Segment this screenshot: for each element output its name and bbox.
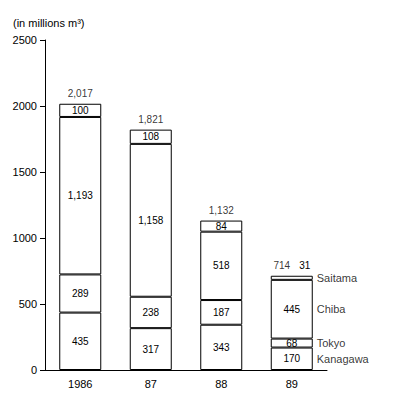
svg-text:89: 89: [286, 378, 298, 390]
svg-text:68: 68: [286, 338, 298, 349]
svg-text:Kanagawa: Kanagawa: [317, 353, 370, 365]
svg-text:2000: 2000: [13, 100, 37, 112]
svg-text:1,132: 1,132: [209, 205, 234, 216]
svg-text:343: 343: [213, 342, 230, 353]
svg-text:1000: 1000: [13, 232, 37, 244]
svg-text:Tokyo: Tokyo: [317, 337, 346, 349]
svg-text:(in millions m³): (in millions m³): [13, 17, 85, 29]
svg-text:Chiba: Chiba: [317, 303, 347, 315]
svg-text:1500: 1500: [13, 166, 37, 178]
svg-text:100: 100: [72, 105, 89, 116]
svg-text:1,193: 1,193: [68, 190, 93, 201]
svg-text:2,017: 2,017: [68, 88, 93, 99]
svg-text:87: 87: [145, 378, 157, 390]
svg-text:108: 108: [142, 131, 159, 142]
svg-text:317: 317: [142, 344, 159, 355]
svg-text:445: 445: [283, 304, 300, 315]
svg-text:1,821: 1,821: [138, 114, 163, 125]
svg-text:31: 31: [299, 260, 311, 271]
svg-text:187: 187: [213, 307, 230, 318]
svg-text:518: 518: [213, 260, 230, 271]
svg-text:714: 714: [273, 260, 290, 271]
svg-text:2500: 2500: [13, 34, 37, 46]
svg-text:1986: 1986: [68, 378, 92, 390]
svg-text:289: 289: [72, 288, 89, 299]
svg-text:84: 84: [216, 221, 228, 232]
svg-text:0: 0: [31, 364, 37, 376]
svg-text:500: 500: [19, 298, 37, 310]
svg-text:Saitama: Saitama: [317, 272, 358, 284]
svg-text:88: 88: [215, 378, 227, 390]
svg-text:1,158: 1,158: [138, 215, 163, 226]
svg-text:170: 170: [283, 353, 300, 364]
svg-text:435: 435: [72, 336, 89, 347]
svg-text:238: 238: [142, 307, 159, 318]
